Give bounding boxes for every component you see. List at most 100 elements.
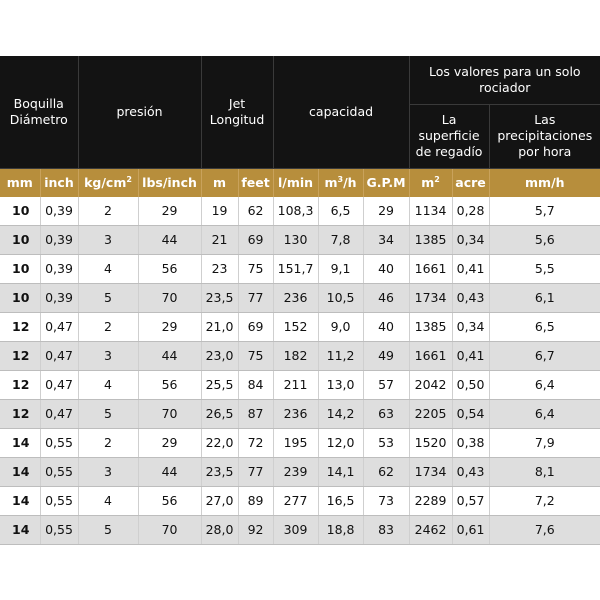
cell-kgcm2: 3 (78, 457, 139, 487)
cell-mm: 14 (0, 515, 41, 545)
cell-mmh: 6,4 (489, 399, 600, 429)
cell-m: 21 (201, 225, 239, 255)
cell-gpm: 49 (363, 341, 410, 371)
cell-acre: 0,28 (452, 196, 490, 226)
cell-acre: 0,43 (452, 457, 490, 487)
cell-m3h: 12,0 (318, 428, 364, 458)
cell-inch: 0,39 (40, 225, 79, 255)
cell-gpm: 46 (363, 283, 410, 313)
cell-feet: 77 (238, 457, 274, 487)
cell-lmin: 151,7 (273, 254, 319, 284)
cell-lbsinch: 29 (138, 196, 202, 226)
unit-mm: mm (0, 168, 41, 197)
cell-kgcm2: 2 (78, 428, 139, 458)
cell-gpm: 73 (363, 486, 410, 516)
cell-inch: 0,47 (40, 399, 79, 429)
table-row: 10 0,39 4 56 23 75 151,7 9,1 40 1661 0,41 5,5 (0, 254, 600, 284)
unit-feet: feet (238, 168, 274, 197)
cell-m2: 1734 (409, 283, 453, 313)
cell-m: 23 (201, 254, 239, 284)
cell-m2: 1134 (409, 196, 453, 226)
cell-m2: 1385 (409, 312, 453, 342)
cell-feet: 75 (238, 341, 274, 371)
cell-m: 21,0 (201, 312, 239, 342)
cell-lmin: 152 (273, 312, 319, 342)
cell-m: 23,0 (201, 341, 239, 371)
table-row: 10 0,39 2 29 19 62 108,3 6,5 29 1134 0,28 5,7 (0, 196, 600, 226)
cell-m3h: 18,8 (318, 515, 364, 545)
cell-m: 23,5 (201, 457, 239, 487)
cell-kgcm2: 2 (78, 196, 139, 226)
cell-feet: 92 (238, 515, 274, 545)
header-boquilla: Boquilla Diámetro (0, 56, 79, 169)
cell-m3h: 13,0 (318, 370, 364, 400)
cell-mmh: 7,2 (489, 486, 600, 516)
cell-lbsinch: 70 (138, 515, 202, 545)
cell-inch: 0,39 (40, 254, 79, 284)
cell-lbsinch: 70 (138, 283, 202, 313)
cell-lmin: 239 (273, 457, 319, 487)
cell-mmh: 6,1 (489, 283, 600, 313)
cell-lmin: 236 (273, 399, 319, 429)
cell-m3h: 7,8 (318, 225, 364, 255)
unit-mmh: mm/h (489, 168, 600, 197)
cell-feet: 87 (238, 399, 274, 429)
cell-mm: 12 (0, 399, 41, 429)
table-row: 12 0,47 5 70 26,5 87 236 14,2 63 2205 0,54 6,4 (0, 399, 600, 429)
cell-acre: 0,57 (452, 486, 490, 516)
cell-mmh: 5,7 (489, 196, 600, 226)
unit-inch: inch (40, 168, 79, 197)
cell-m2: 2042 (409, 370, 453, 400)
unit-acre: acre (452, 168, 490, 197)
cell-feet: 77 (238, 283, 274, 313)
cell-mmh: 7,6 (489, 515, 600, 545)
cell-kgcm2: 4 (78, 370, 139, 400)
cell-lmin: 108,3 (273, 196, 319, 226)
cell-lbsinch: 29 (138, 428, 202, 458)
cell-mmh: 6,5 (489, 312, 600, 342)
unit-m: m (201, 168, 239, 197)
table-row: 10 0,39 3 44 21 69 130 7,8 34 1385 0,34 5,6 (0, 225, 600, 255)
unit-lbsinch: lbs/inch (138, 168, 202, 197)
cell-acre: 0,34 (452, 225, 490, 255)
cell-m3h: 16,5 (318, 486, 364, 516)
cell-m2: 2289 (409, 486, 453, 516)
cell-lbsinch: 56 (138, 486, 202, 516)
cell-mm: 12 (0, 312, 41, 342)
cell-mm: 10 (0, 254, 41, 284)
cell-m3h: 14,2 (318, 399, 364, 429)
cell-m2: 1734 (409, 457, 453, 487)
cell-m: 26,5 (201, 399, 239, 429)
unit-kgcm2: kg/cm2 (78, 168, 139, 197)
cell-lmin: 130 (273, 225, 319, 255)
cell-mmh: 6,7 (489, 341, 600, 371)
cell-m3h: 9,1 (318, 254, 364, 284)
cell-gpm: 29 (363, 196, 410, 226)
cell-lbsinch: 44 (138, 457, 202, 487)
unit-lmin: l/min (273, 168, 319, 197)
cell-m: 22,0 (201, 428, 239, 458)
cell-acre: 0,41 (452, 341, 490, 371)
cell-mm: 10 (0, 283, 41, 313)
table-row: 14 0,55 5 70 28,0 92 309 18,8 83 2462 0,61 7,6 (0, 515, 600, 545)
cell-lmin: 211 (273, 370, 319, 400)
cell-kgcm2: 3 (78, 225, 139, 255)
cell-feet: 69 (238, 312, 274, 342)
cell-gpm: 34 (363, 225, 410, 255)
cell-inch: 0,39 (40, 283, 79, 313)
table-row: 12 0,47 4 56 25,5 84 211 13,0 57 2042 0,50 6,4 (0, 370, 600, 400)
cell-acre: 0,38 (452, 428, 490, 458)
cell-m: 27,0 (201, 486, 239, 516)
cell-m3h: 11,2 (318, 341, 364, 371)
unit-gpm: G.P.M (363, 168, 410, 197)
cell-inch: 0,55 (40, 428, 79, 458)
cell-inch: 0,55 (40, 457, 79, 487)
cell-m3h: 10,5 (318, 283, 364, 313)
cell-kgcm2: 5 (78, 515, 139, 545)
cell-feet: 62 (238, 196, 274, 226)
cell-m: 28,0 (201, 515, 239, 545)
cell-lbsinch: 56 (138, 254, 202, 284)
cell-inch: 0,39 (40, 196, 79, 226)
cell-m: 23,5 (201, 283, 239, 313)
cell-mm: 14 (0, 457, 41, 487)
